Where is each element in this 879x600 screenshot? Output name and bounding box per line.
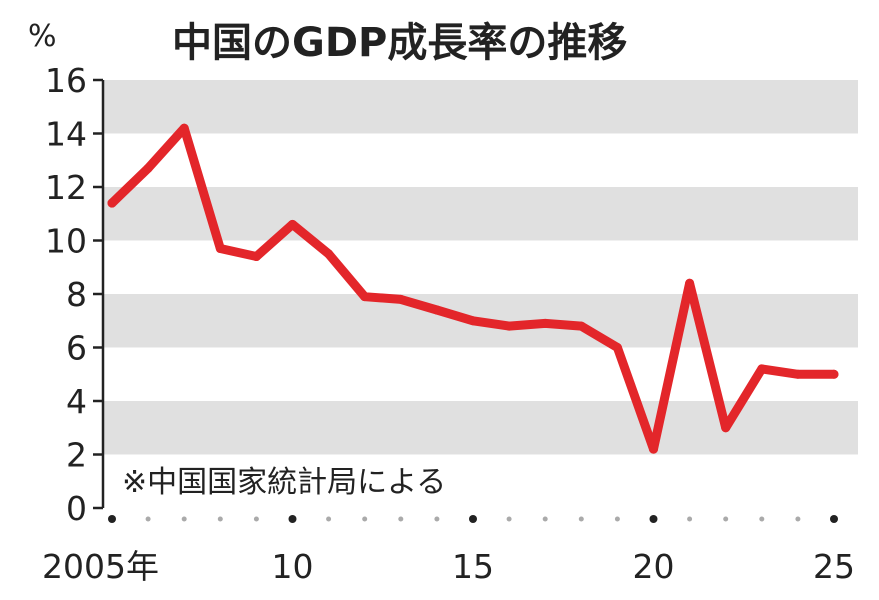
x-tick-dot	[687, 516, 693, 522]
data-point	[576, 321, 586, 331]
data-point	[685, 278, 695, 288]
data-point	[540, 318, 550, 328]
data-point	[360, 292, 370, 302]
data-point	[757, 364, 767, 374]
source-note: ※中国国家統計局による	[122, 465, 446, 500]
data-point	[288, 219, 297, 229]
y-tick-label: 16	[45, 61, 87, 100]
data-point	[324, 249, 334, 259]
x-axis-ticks: 2005年 10 15 20 25	[42, 515, 855, 586]
y-tick-label: 0	[66, 489, 87, 528]
grid-band	[103, 401, 858, 455]
x-tick-dot	[723, 516, 729, 522]
data-point	[793, 369, 803, 379]
y-axis-ticks: 0 2 4 6 8 10 12 14 16	[45, 61, 103, 528]
y-tick-label: 6	[66, 329, 87, 368]
y-tick-label: 4	[66, 382, 87, 421]
x-tick-dot	[614, 516, 620, 522]
chart-title: 中国のGDP成長率の推移	[172, 20, 627, 66]
y-tick-label: 2	[66, 436, 87, 475]
data-point	[829, 369, 839, 379]
x-tick-dot	[469, 515, 477, 523]
data-point	[504, 321, 514, 331]
x-tick-label: 15	[452, 547, 494, 586]
y-tick-label: 14	[45, 115, 87, 154]
data-point	[143, 163, 153, 173]
x-tick-dot	[181, 516, 187, 522]
data-point	[396, 294, 406, 304]
y-tick-label: 8	[66, 275, 87, 314]
x-tick-dot	[649, 515, 658, 523]
x-tick-dot	[578, 516, 584, 522]
data-point	[179, 123, 189, 133]
data-point	[215, 244, 225, 254]
x-tick-dot	[288, 515, 297, 523]
x-tick-dot	[542, 516, 548, 522]
x-tick-label: 25	[813, 547, 855, 586]
x-tick-label: 2005年	[42, 547, 159, 586]
x-tick-dot	[398, 516, 404, 522]
x-tick-dot	[108, 515, 116, 523]
y-tick-label: 12	[45, 168, 87, 207]
data-point	[432, 305, 442, 315]
data-point	[721, 423, 731, 433]
data-point	[251, 252, 261, 262]
x-tick-dot	[326, 516, 332, 522]
grid-band	[103, 187, 858, 241]
gdp-growth-line	[107, 123, 839, 454]
x-tick-dot	[506, 516, 512, 522]
x-tick-dot	[253, 516, 259, 522]
data-point	[468, 316, 478, 326]
x-tick-dot	[362, 516, 368, 522]
x-tick-dot	[434, 516, 440, 522]
x-tick-label: 20	[633, 547, 675, 586]
data-point	[649, 444, 658, 454]
y-axis-unit: %	[28, 19, 57, 54]
x-tick-dot	[145, 516, 151, 522]
data-point	[612, 343, 622, 352]
grid-band	[103, 80, 858, 134]
data-point	[107, 198, 117, 208]
data-points	[107, 123, 839, 454]
x-tick-dot	[795, 516, 801, 522]
x-tick-dot	[217, 516, 223, 522]
x-tick-dot	[830, 515, 838, 523]
x-tick-dot	[759, 516, 765, 522]
x-tick-label: 10	[272, 547, 314, 586]
y-tick-label: 10	[45, 222, 87, 261]
